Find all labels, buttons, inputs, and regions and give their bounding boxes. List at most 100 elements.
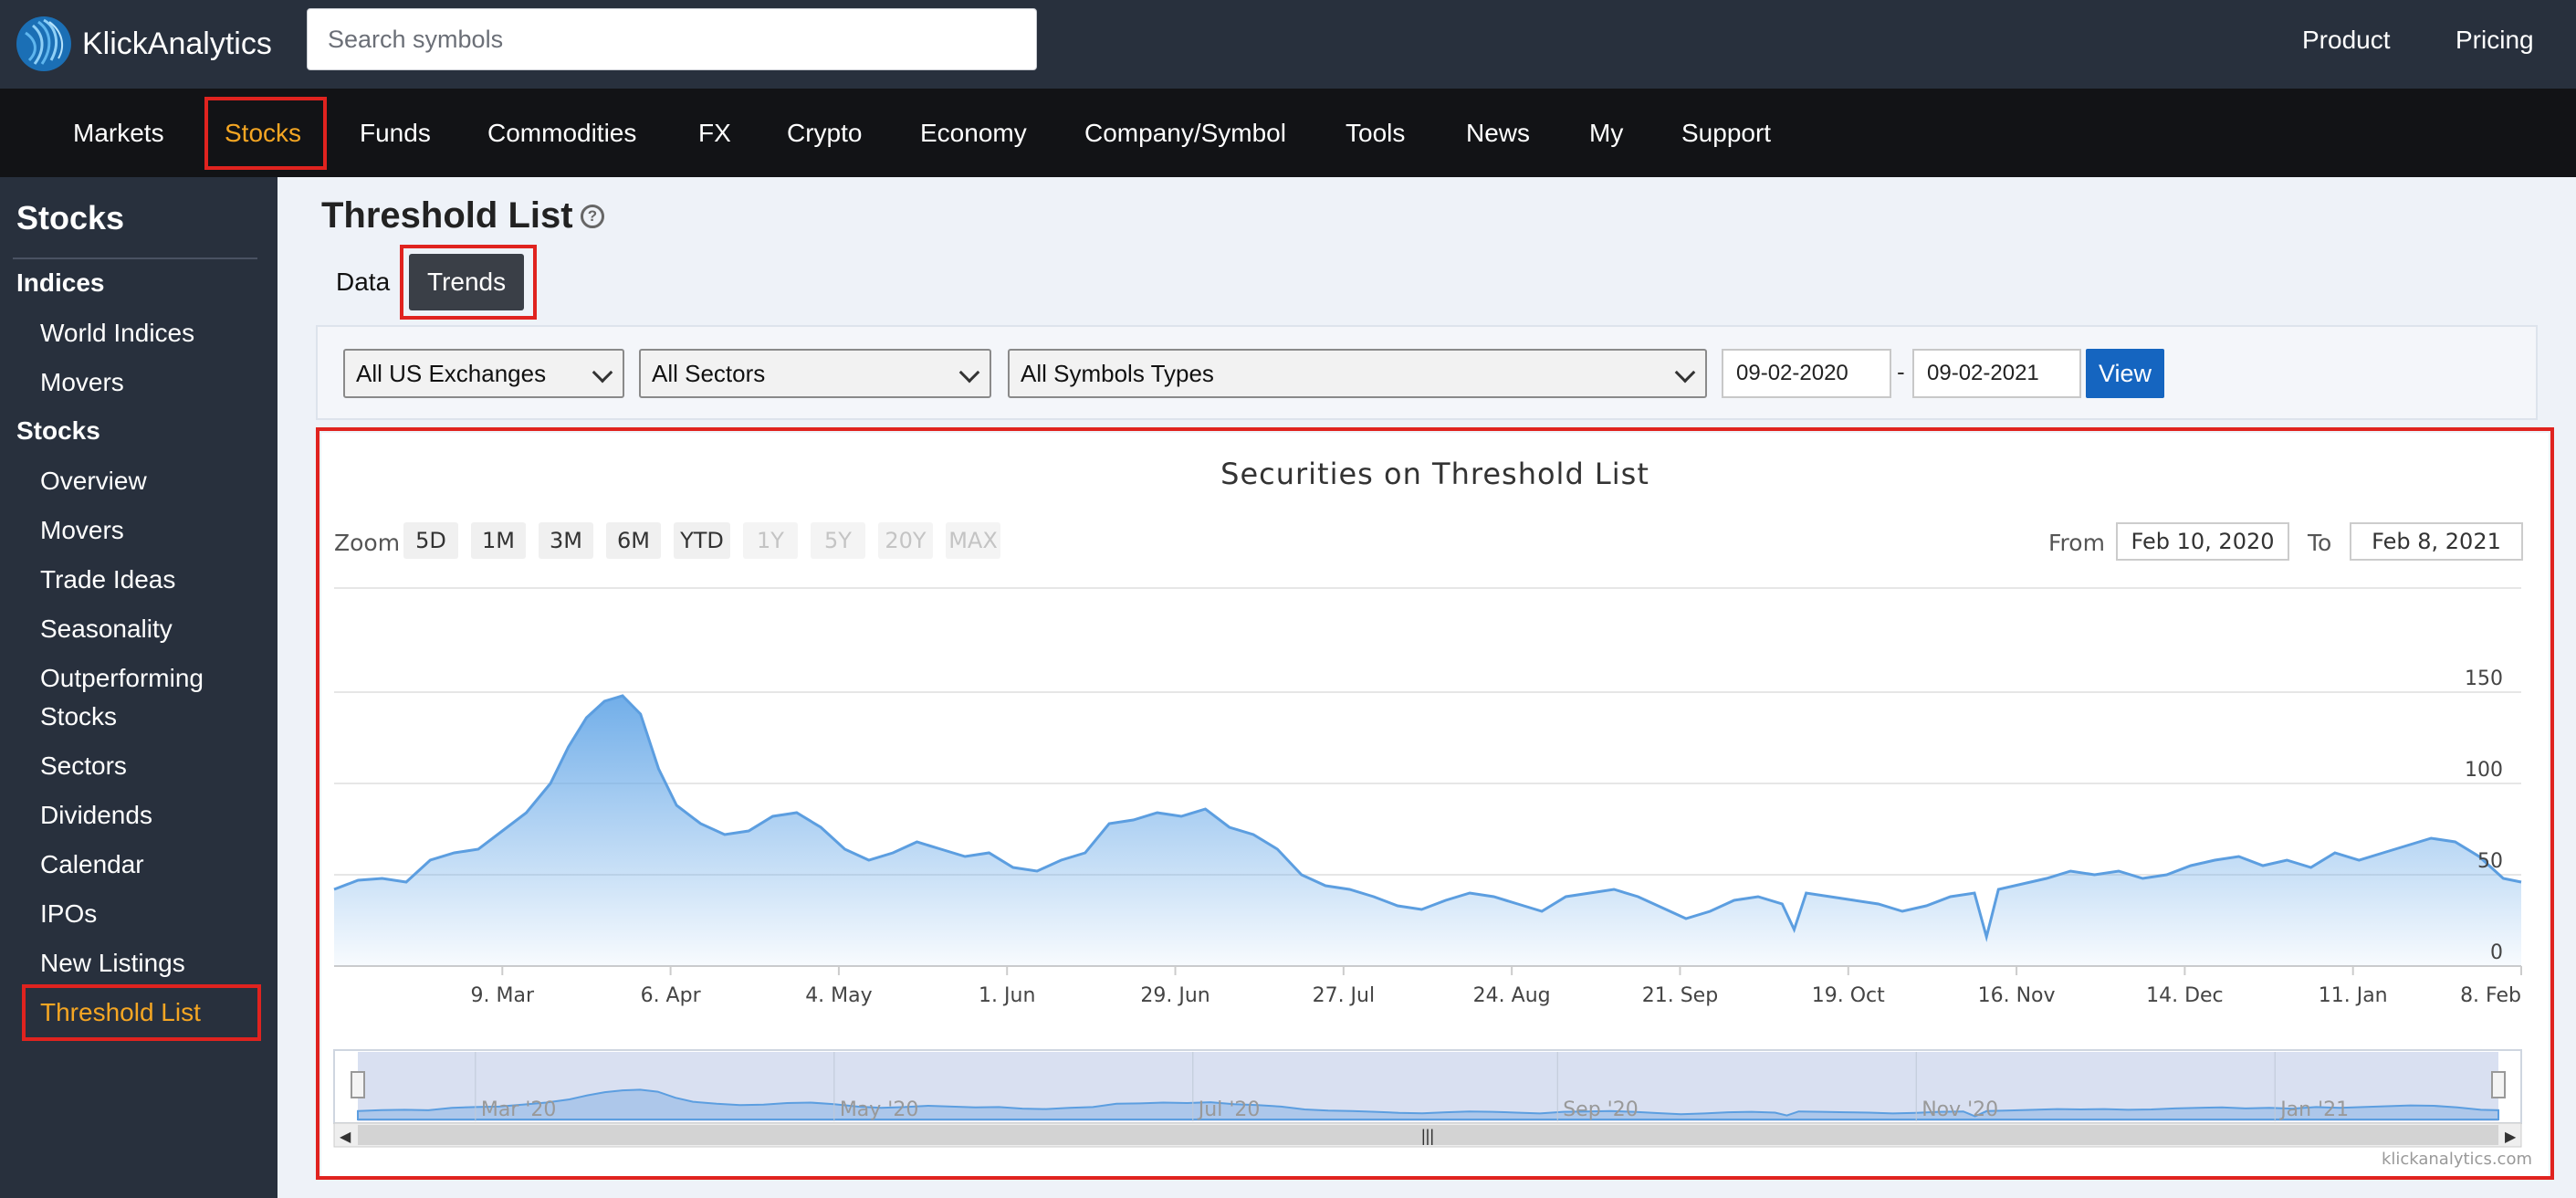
main-nav: Markets Stocks Funds Commodities FX Cryp… bbox=[0, 89, 2576, 177]
chart-title: Securities on Threshold List bbox=[1220, 457, 1649, 491]
scroll-left-arrow-icon[interactable]: ◀ bbox=[340, 1130, 351, 1145]
navigator-label: Sep '20 bbox=[1563, 1098, 1639, 1121]
exchange-select-value: All US Exchanges bbox=[356, 360, 547, 387]
tab-data[interactable]: Data bbox=[336, 268, 391, 296]
x-tick-label: 27. Jul bbox=[1313, 984, 1376, 1007]
x-tick-label: 19. Oct bbox=[1812, 984, 1885, 1007]
navigator-series bbox=[357, 1088, 2499, 1120]
sidebar-divider bbox=[13, 257, 257, 259]
nav-support[interactable]: Support bbox=[1681, 119, 1772, 147]
scroll-right-arrow-icon[interactable]: ▶ bbox=[2505, 1130, 2517, 1145]
series-area bbox=[334, 696, 2521, 966]
navigator-handle-right[interactable] bbox=[2491, 1071, 2506, 1098]
sidebar-group-stocks[interactable]: Stocks bbox=[16, 416, 100, 445]
chart-credit: klickanalytics.com bbox=[2381, 1150, 2532, 1169]
x-tick-label: 16. Nov bbox=[1978, 984, 2056, 1007]
x-tick-label: 4. May bbox=[805, 984, 872, 1007]
nav-tools[interactable]: Tools bbox=[1346, 119, 1406, 147]
chart-panel: 9. Mar 6. Apr 4. May 1. Jun 29. Jun 27. Jul 24… bbox=[321, 433, 2549, 1178]
page-title: Threshold List bbox=[321, 195, 573, 236]
date-from-input[interactable]: 09-02-2020 bbox=[1722, 349, 1891, 398]
series-line[interactable] bbox=[333, 694, 2522, 942]
sidebar-item-world-indices[interactable]: World Indices bbox=[40, 319, 195, 347]
sidebar-item-outperforming-stocks[interactable]: Outperforming Stocks bbox=[40, 664, 204, 730]
zoom-1m-button[interactable]: 1M bbox=[471, 522, 526, 559]
symbol-type-select[interactable]: All Symbols Types bbox=[1008, 349, 1707, 398]
x-tick-label: 1. Jun bbox=[979, 984, 1035, 1007]
sidebar-item-overview[interactable]: Overview bbox=[40, 467, 147, 495]
nav-fx[interactable]: FX bbox=[698, 119, 731, 147]
sidebar-item-calendar[interactable]: Calendar bbox=[40, 850, 144, 878]
zoom-label: Zoom bbox=[334, 530, 401, 556]
navigator-label: Jan '21 bbox=[2278, 1098, 2349, 1121]
threshold-chart[interactable]: 9. Mar 6. Apr 4. May 1. Jun 29. Jun 27. Jul 24… bbox=[321, 433, 2549, 1178]
sidebar-item-dividends[interactable]: Dividends bbox=[40, 801, 152, 829]
view-button[interactable]: View bbox=[2086, 349, 2164, 398]
zoom-3m-button[interactable]: 3M bbox=[539, 522, 593, 559]
exchange-select[interactable]: All US Exchanges bbox=[343, 349, 624, 398]
nav-economy[interactable]: Economy bbox=[920, 119, 1027, 147]
sidebar-title: Stocks bbox=[16, 199, 125, 236]
navigator-label: May '20 bbox=[840, 1098, 919, 1121]
range-to-input[interactable]: Feb 8, 2021 bbox=[2350, 522, 2523, 561]
nav-stocks[interactable]: Stocks bbox=[225, 119, 302, 147]
y-tick-label: 100 bbox=[2465, 759, 2503, 782]
navigator-handle-left[interactable] bbox=[351, 1071, 365, 1098]
range-from-input[interactable]: Feb 10, 2020 bbox=[2116, 522, 2289, 561]
scrollbar-grip-icon: ||| bbox=[1421, 1127, 1434, 1145]
navigator-label: Nov '20 bbox=[1922, 1098, 1998, 1121]
x-tick-label: 29. Jun bbox=[1140, 984, 1209, 1007]
x-tick-label: 21. Sep bbox=[1642, 984, 1718, 1007]
question-circle-icon[interactable]: ? bbox=[581, 205, 604, 228]
zoom-ytd-button[interactable]: YTD bbox=[674, 522, 730, 559]
sidebar-item-seasonality[interactable]: Seasonality bbox=[40, 615, 173, 643]
search-input[interactable] bbox=[307, 8, 1037, 70]
product-link[interactable]: Product bbox=[2302, 26, 2391, 54]
x-tick-label: 24. Aug bbox=[1473, 984, 1551, 1007]
logo[interactable]: KlickAnalytics bbox=[15, 11, 272, 77]
logo-text: KlickAnalytics bbox=[82, 26, 272, 61]
sidebar-item-movers[interactable]: Movers bbox=[40, 516, 124, 544]
nav-crypto[interactable]: Crypto bbox=[787, 119, 863, 147]
sidebar: Stocks Indices World Indices Movers Stoc… bbox=[0, 177, 277, 1198]
zoom-max-button: MAX bbox=[946, 522, 1000, 559]
x-tick-label: 8. Feb bbox=[2460, 984, 2521, 1007]
chevron-down-icon bbox=[592, 362, 613, 384]
zoom-5d-button[interactable]: 5D bbox=[403, 522, 458, 559]
nav-funds[interactable]: Funds bbox=[360, 119, 431, 147]
symbol-type-select-value: All Symbols Types bbox=[1021, 360, 1214, 387]
y-tick-label: 0 bbox=[2490, 941, 2503, 964]
date-separator: - bbox=[1897, 358, 1905, 385]
chevron-down-icon bbox=[1674, 362, 1696, 384]
chevron-down-icon bbox=[958, 362, 980, 384]
navigator-scrollbar-thumb[interactable] bbox=[358, 1125, 2498, 1145]
navigator-label: Jul '20 bbox=[1197, 1098, 1261, 1121]
sidebar-item-ipos[interactable]: IPOs bbox=[40, 899, 98, 928]
nav-news[interactable]: News bbox=[1466, 119, 1531, 147]
zoom-1y-button: 1Y bbox=[743, 522, 798, 559]
sidebar-item-trade-ideas[interactable]: Trade Ideas bbox=[40, 565, 176, 594]
nav-commodities[interactable]: Commodities bbox=[487, 119, 637, 147]
nav-my[interactable]: My bbox=[1589, 119, 1624, 147]
sidebar-item-new-listings[interactable]: New Listings bbox=[40, 949, 185, 977]
date-to-input[interactable]: 09-02-2021 bbox=[1912, 349, 2081, 398]
range-from-label: From bbox=[2048, 530, 2105, 556]
sidebar-item-sectors[interactable]: Sectors bbox=[40, 751, 127, 780]
tab-trends[interactable]: Trends bbox=[409, 254, 525, 310]
range-to-label: To bbox=[2308, 530, 2332, 556]
pricing-link[interactable]: Pricing bbox=[2456, 26, 2534, 54]
x-tick-label: 6. Apr bbox=[641, 984, 702, 1007]
y-tick-label: 150 bbox=[2465, 667, 2503, 690]
nav-company-symbol[interactable]: Company/Symbol bbox=[1084, 119, 1286, 147]
nav-markets[interactable]: Markets bbox=[73, 119, 164, 147]
sector-select[interactable]: All Sectors bbox=[639, 349, 991, 398]
sidebar-item-movers-indices[interactable]: Movers bbox=[40, 368, 124, 396]
sidebar-group-indices[interactable]: Indices bbox=[16, 268, 105, 297]
x-tick-label: 9. Mar bbox=[471, 984, 535, 1007]
sidebar-item-threshold-list[interactable]: Threshold List bbox=[40, 998, 201, 1026]
zoom-6m-button[interactable]: 6M bbox=[606, 522, 661, 559]
y-tick-label: 50 bbox=[2477, 850, 2503, 873]
navigator-label: Mar '20 bbox=[481, 1098, 557, 1121]
top-bar: KlickAnalytics Product Pricing bbox=[0, 0, 2576, 89]
sector-select-value: All Sectors bbox=[652, 360, 766, 387]
